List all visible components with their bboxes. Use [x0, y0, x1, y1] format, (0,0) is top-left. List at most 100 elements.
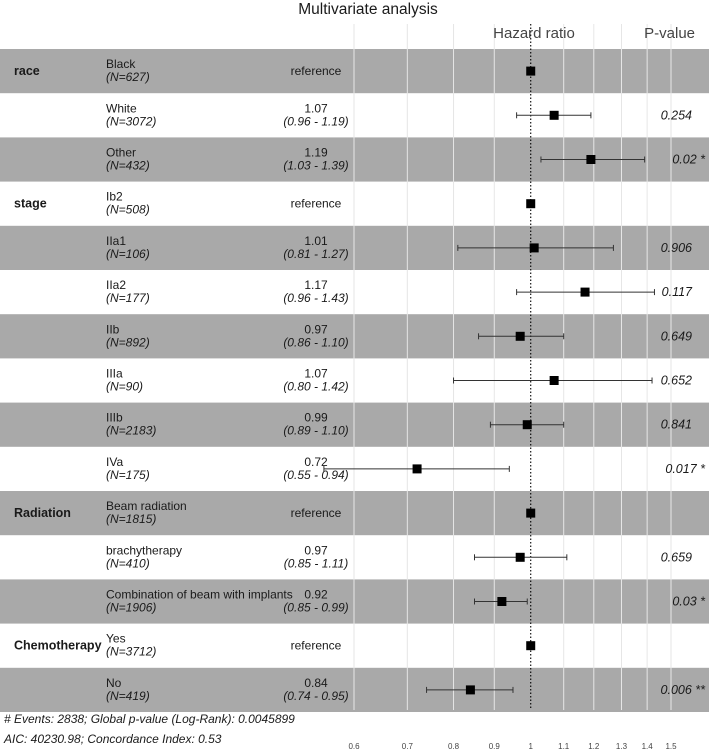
level-label: Combination of beam with implants [106, 588, 293, 602]
forest-row: stage Ib2(N=508) reference [14, 190, 536, 217]
x-tick-label: 0.9 [489, 742, 501, 751]
ci-value: (0.96 - 1.43) [283, 291, 348, 305]
ci-value: (1.03 - 1.39) [283, 159, 348, 173]
n-label: (N=419) [106, 689, 150, 703]
ci-value: (0.89 - 1.10) [283, 424, 348, 438]
p-value: 0.017 * [665, 462, 706, 476]
forest-row: Chemotherapy Yes(N=3712) reference [14, 632, 536, 659]
n-label: (N=175) [106, 468, 150, 482]
forest-row: Combination of beam with implants(N=1906… [106, 588, 706, 615]
level-label: IIIb [106, 411, 123, 425]
hr-value: reference [291, 64, 342, 78]
hr-value: reference [291, 506, 342, 520]
x-tick-label: 1.1 [558, 742, 570, 751]
level-label: Ib2 [106, 190, 123, 204]
ci-value: (0.55 - 0.94) [283, 468, 348, 482]
forest-row: race Black(N=627) reference [14, 57, 536, 84]
x-tick-label: 0.6 [348, 742, 360, 751]
x-tick-label: 0.7 [402, 742, 414, 751]
gridlines [353, 24, 672, 710]
variable-label: race [14, 64, 40, 78]
hr-value: 0.92 [304, 588, 328, 602]
p-value: 0.649 [661, 329, 692, 343]
ci-value: (0.74 - 0.95) [283, 689, 348, 703]
hr-value: 0.72 [304, 455, 328, 469]
chart-title: Multivariate analysis [298, 1, 438, 18]
x-tick-label: 0.8 [448, 742, 460, 751]
n-label: (N=627) [106, 70, 150, 84]
hr-point [580, 287, 590, 297]
level-label: IIa2 [106, 278, 126, 292]
x-tick-label: 1 [528, 742, 533, 751]
hr-point [412, 464, 422, 474]
hr-value: 1.07 [304, 101, 328, 115]
hr-point [515, 331, 525, 341]
p-value: 0.117 [662, 285, 693, 299]
hr-point [549, 110, 559, 120]
p-value: 0.254 [661, 108, 692, 122]
hr-value: 0.84 [304, 676, 328, 690]
level-label: Other [106, 146, 136, 160]
n-label: (N=432) [106, 159, 150, 173]
footnote-events: # Events: 2838; Global p-value (Log-Rank… [4, 712, 295, 726]
hr-point [526, 508, 536, 518]
x-tick-label: 1.3 [616, 742, 628, 751]
hr-point [465, 685, 475, 695]
level-label: Black [106, 57, 136, 71]
n-label: (N=2183) [106, 424, 156, 438]
n-label: (N=410) [106, 556, 150, 570]
p-value: 0.006 ** [661, 683, 707, 697]
forest-row: White(N=3072) 1.07(0.96 - 1.19) 0.254 [106, 101, 692, 128]
hr-point [497, 597, 507, 606]
ci-value: (0.81 - 1.27) [283, 247, 348, 261]
x-tick-label: 1.4 [642, 742, 654, 751]
hr-point [529, 243, 539, 253]
n-label: (N=106) [106, 247, 150, 261]
hr-value: 1.01 [304, 234, 328, 248]
variable-label: stage [14, 197, 47, 211]
hr-point [515, 552, 525, 562]
variable-label: Chemotherapy [14, 639, 102, 653]
hr-point [526, 641, 536, 651]
level-label: IIa1 [106, 234, 126, 248]
ci-value: (0.96 - 1.19) [283, 114, 348, 128]
hazard-ratio-header: Hazard ratio [493, 25, 575, 42]
forest-row: No(N=419) 0.84(0.74 - 0.95) 0.006 ** [106, 676, 706, 703]
hr-value: 0.97 [304, 543, 328, 557]
x-tick-label: 1.2 [588, 742, 600, 751]
hr-point [522, 420, 532, 430]
p-value: 0.02 * [672, 153, 706, 167]
level-label: IIb [106, 322, 120, 336]
hr-value: reference [291, 197, 342, 211]
n-label: (N=90) [106, 380, 143, 394]
footnote-aic: AIC: 40230.98; Concordance Index: 0.53 [3, 732, 222, 746]
hr-point [586, 155, 596, 164]
n-label: (N=1815) [106, 512, 156, 526]
forest-row: IIa1(N=106) 1.01(0.81 - 1.27) 0.906 [106, 234, 692, 261]
n-label: (N=1906) [106, 601, 156, 615]
forest-row: Radiation Beam radiation(N=1815) reference [14, 499, 536, 526]
x-tick-label: 1.5 [665, 742, 677, 751]
p-value: 0.906 [661, 241, 692, 255]
level-label: No [106, 676, 122, 690]
ci-value: (0.85 - 0.99) [283, 601, 348, 615]
ci-value: (0.80 - 1.42) [283, 380, 348, 394]
x-axis-ticks: 0.6 0.7 0.8 0.9 1 1.1 1.2 1.3 1.4 1.5 [348, 742, 677, 751]
hr-value: 0.97 [304, 322, 328, 336]
level-label: Yes [106, 632, 126, 646]
hr-value: reference [291, 639, 342, 653]
forest-row: IIIb(N=2183) 0.99(0.89 - 1.10) 0.841 [106, 411, 692, 438]
level-label: IIIa [106, 367, 123, 381]
hr-value: 1.07 [304, 367, 328, 381]
forest-row: IIIa(N=90) 1.07(0.80 - 1.42) 0.652 [106, 367, 692, 394]
n-label: (N=3712) [106, 645, 156, 659]
ci-value: (0.86 - 1.10) [283, 335, 348, 349]
forest-row: Other(N=432) 1.19(1.03 - 1.39) 0.02 * [106, 146, 706, 173]
n-label: (N=3072) [106, 114, 156, 128]
p-value: 0.652 [661, 374, 692, 388]
forest-row: IIa2(N=177) 1.17(0.96 - 1.43) 0.117 [106, 278, 693, 305]
rows: race Black(N=627) reference White(N=3072) 1.… [14, 57, 706, 703]
ci-value: (0.85 - 1.11) [284, 556, 348, 570]
level-label: White [106, 101, 137, 115]
